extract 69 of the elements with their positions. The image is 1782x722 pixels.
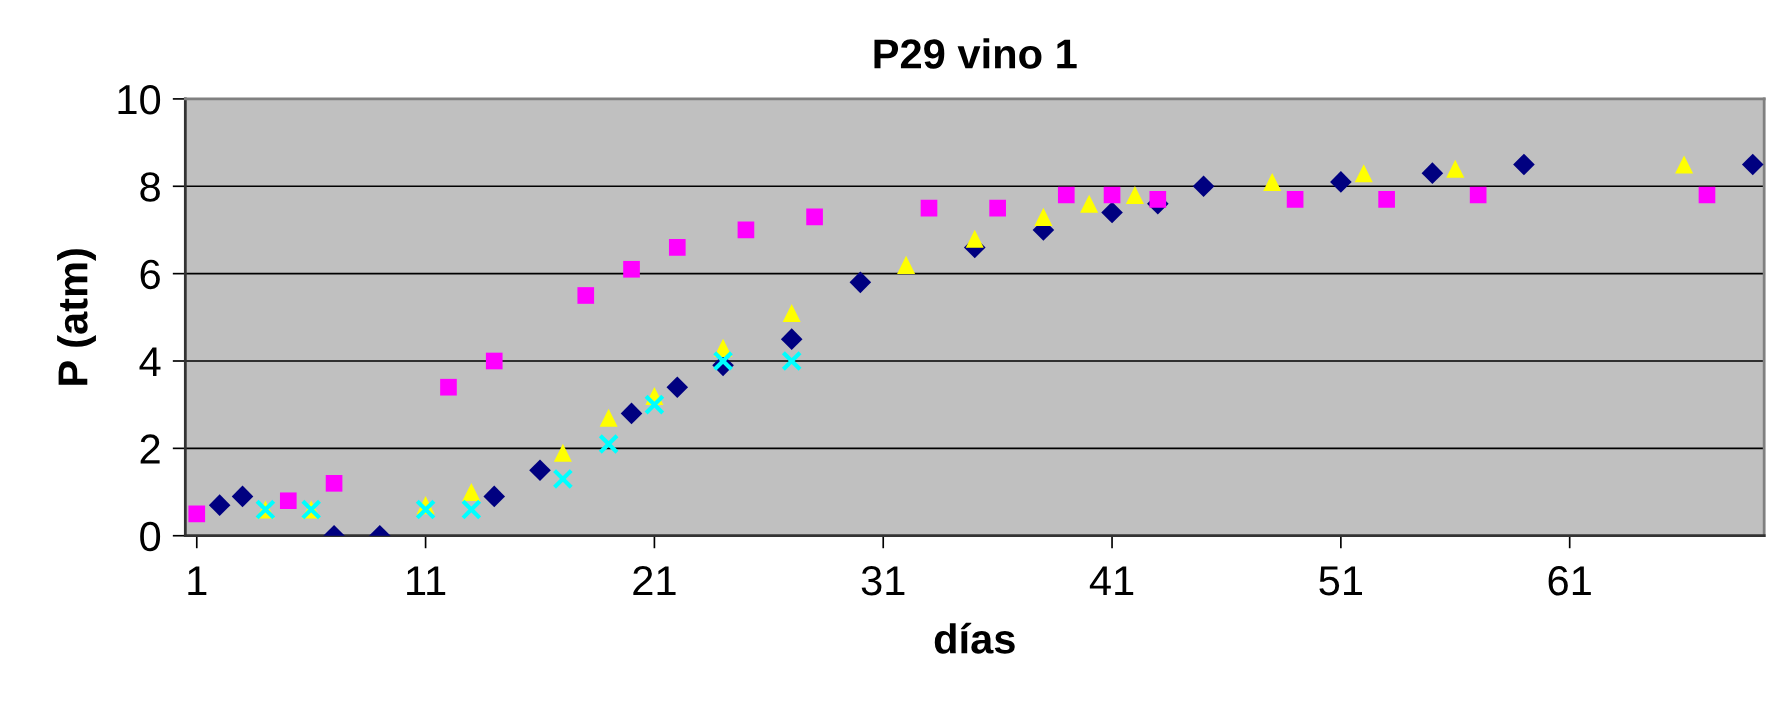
point — [599, 408, 618, 427]
point — [188, 505, 206, 523]
point — [483, 485, 506, 508]
point — [1513, 153, 1535, 176]
y-axis-title: P (atm) — [57, 249, 96, 385]
point — [1103, 186, 1121, 204]
point — [668, 239, 686, 256]
point — [1125, 185, 1144, 205]
y-tick-label: 2 — [140, 434, 160, 464]
point — [965, 229, 984, 248]
point — [1263, 172, 1282, 191]
point — [279, 492, 297, 510]
point — [712, 350, 734, 372]
point — [1034, 207, 1053, 226]
y-tick-label: 0 — [140, 521, 161, 552]
point — [623, 260, 640, 278]
point — [1469, 186, 1487, 204]
point — [666, 376, 689, 399]
x-tick-label: 31 — [861, 565, 905, 596]
point — [553, 443, 572, 462]
point — [1080, 194, 1099, 213]
point — [208, 494, 231, 516]
point — [643, 394, 665, 416]
point — [1698, 186, 1716, 204]
point — [780, 328, 803, 350]
point — [782, 303, 801, 322]
point — [989, 199, 1006, 217]
y-tick-label: 8 — [140, 172, 160, 202]
x-tick-label: 21 — [633, 565, 676, 596]
point — [460, 499, 482, 520]
point — [485, 352, 503, 370]
point — [781, 350, 803, 372]
point — [415, 499, 437, 520]
point — [552, 468, 574, 490]
point — [1378, 191, 1395, 208]
point — [325, 474, 343, 492]
x-tick-label: 11 — [407, 566, 446, 596]
point — [1675, 155, 1694, 174]
x-tick-label: 51 — [1319, 566, 1363, 596]
point — [920, 199, 938, 217]
point — [1101, 201, 1123, 224]
point — [1192, 175, 1215, 198]
point — [462, 483, 481, 502]
point — [1057, 186, 1075, 204]
x-axis-title: días — [934, 622, 1015, 654]
x-tick-label: 61 — [1548, 565, 1591, 596]
point — [1330, 171, 1352, 193]
point — [440, 378, 457, 396]
point — [598, 433, 620, 455]
point — [577, 287, 595, 304]
point — [1354, 164, 1373, 183]
x-tick-label: 1 — [188, 566, 207, 596]
point — [1446, 159, 1465, 178]
point — [1421, 162, 1444, 184]
y-tick-label: 4 — [139, 347, 161, 377]
point — [231, 485, 254, 508]
point — [1286, 191, 1304, 208]
y-tick-label: 10 — [118, 84, 161, 115]
x-tick-label: 41 — [1089, 566, 1134, 596]
chart-title: P29 vino 1 — [874, 38, 1077, 69]
point — [806, 208, 823, 226]
y-tick-label: 6 — [140, 259, 160, 290]
point — [737, 221, 755, 239]
point — [1741, 153, 1764, 176]
point — [849, 271, 872, 294]
point — [897, 255, 916, 274]
point — [529, 459, 551, 482]
point — [620, 402, 643, 425]
point — [1149, 191, 1167, 208]
